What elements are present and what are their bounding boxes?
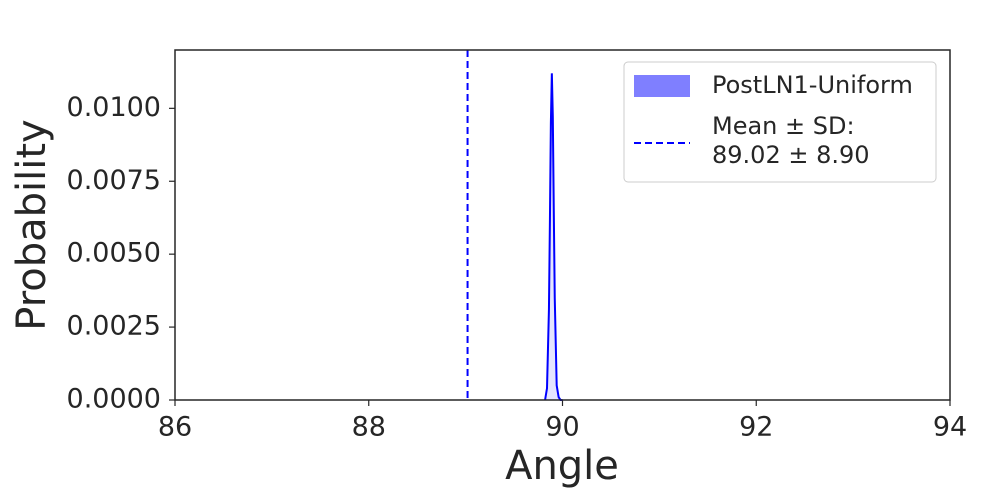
y-tick-label: 0.0000 xyxy=(67,384,161,415)
x-tick-label: 90 xyxy=(545,412,579,443)
y-tick-label: 0.0075 xyxy=(67,165,161,196)
y-tick-label: 0.0025 xyxy=(67,311,161,342)
x-axis-label: Angle xyxy=(505,443,619,489)
y-tick-label: 0.0100 xyxy=(67,92,161,123)
y-axis-label: Probability xyxy=(9,119,55,330)
legend-box xyxy=(623,61,937,183)
legend-swatch xyxy=(634,75,690,97)
plot-frame xyxy=(174,49,951,401)
x-tick-label: 86 xyxy=(158,412,192,443)
x-tick-label: 94 xyxy=(933,412,967,443)
y-tick-label: 0.0050 xyxy=(67,238,161,269)
legend-label: Mean ± SD: xyxy=(712,112,855,140)
legend-label: 89.02 ± 8.90 xyxy=(712,141,870,169)
legend-label: PostLN1-Uniform xyxy=(712,71,913,99)
density-curve xyxy=(544,73,563,401)
x-tick-label: 92 xyxy=(739,412,773,443)
x-tick-label: 88 xyxy=(352,412,386,443)
